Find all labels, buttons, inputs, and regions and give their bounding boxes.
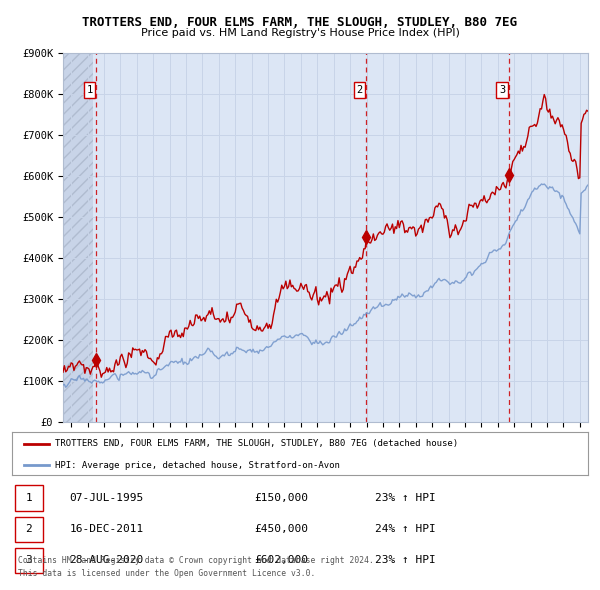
Text: 1: 1 xyxy=(86,85,93,95)
Text: 2: 2 xyxy=(356,85,362,95)
Text: 23% ↑ HPI: 23% ↑ HPI xyxy=(375,555,436,565)
Text: 2: 2 xyxy=(25,524,32,534)
Text: 23% ↑ HPI: 23% ↑ HPI xyxy=(375,493,436,503)
Text: 07-JUL-1995: 07-JUL-1995 xyxy=(70,493,144,503)
Text: TROTTERS END, FOUR ELMS FARM, THE SLOUGH, STUDLEY, B80 7EG: TROTTERS END, FOUR ELMS FARM, THE SLOUGH… xyxy=(83,16,517,29)
Text: 3: 3 xyxy=(499,85,505,95)
Text: 16-DEC-2011: 16-DEC-2011 xyxy=(70,524,144,534)
Text: £602,000: £602,000 xyxy=(254,555,308,565)
Text: 28-AUG-2020: 28-AUG-2020 xyxy=(70,555,144,565)
Text: TROTTERS END, FOUR ELMS FARM, THE SLOUGH, STUDLEY, B80 7EG (detached house): TROTTERS END, FOUR ELMS FARM, THE SLOUGH… xyxy=(55,440,458,448)
Text: 24% ↑ HPI: 24% ↑ HPI xyxy=(375,524,436,534)
Text: HPI: Average price, detached house, Stratford-on-Avon: HPI: Average price, detached house, Stra… xyxy=(55,461,340,470)
Text: £150,000: £150,000 xyxy=(254,493,308,503)
Text: 3: 3 xyxy=(25,555,32,565)
Text: Price paid vs. HM Land Registry's House Price Index (HPI): Price paid vs. HM Land Registry's House … xyxy=(140,28,460,38)
Bar xyxy=(63,53,92,422)
Text: 1: 1 xyxy=(25,493,32,503)
Text: Contains HM Land Registry data © Crown copyright and database right 2024.
This d: Contains HM Land Registry data © Crown c… xyxy=(18,556,374,578)
Text: £450,000: £450,000 xyxy=(254,524,308,534)
